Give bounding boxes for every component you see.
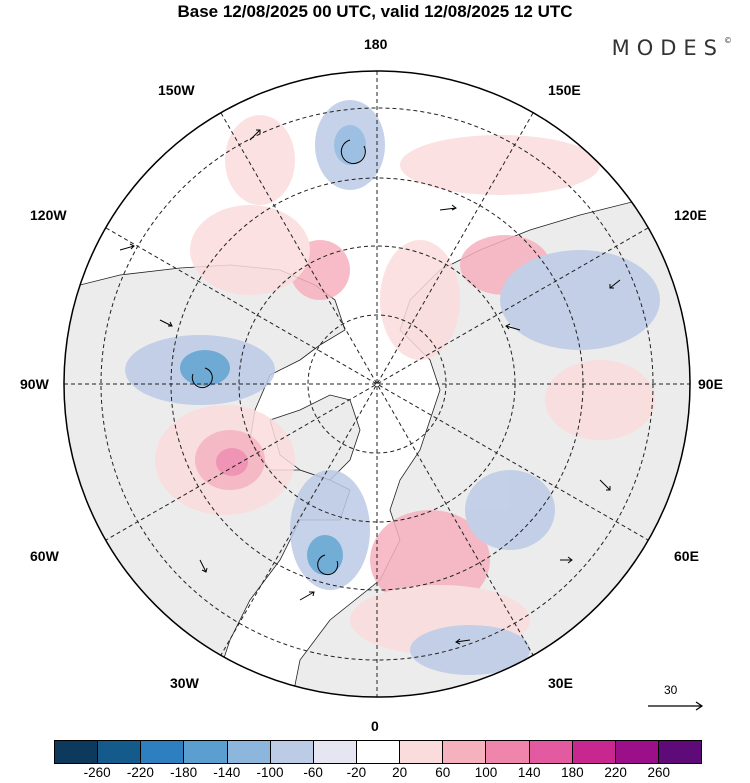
label-120w: 120W bbox=[30, 207, 67, 223]
colorbar-tick-label: -60 bbox=[303, 765, 323, 780]
label-0: 0 bbox=[371, 718, 379, 734]
label-90w: 90W bbox=[20, 376, 49, 392]
colorbar-swatch bbox=[98, 741, 142, 763]
map-disk bbox=[64, 71, 690, 697]
label-180: 180 bbox=[364, 36, 388, 52]
wind-reference-value: 30 bbox=[664, 683, 678, 697]
colorbar-swatch bbox=[529, 741, 573, 763]
colorbar-swatch bbox=[486, 741, 530, 763]
label-30w: 30W bbox=[170, 675, 199, 691]
colorbar-swatch bbox=[572, 741, 616, 763]
colorbar-swatch bbox=[270, 741, 314, 763]
label-30e: 30E bbox=[548, 675, 573, 691]
colorbar-tick-label: -180 bbox=[170, 765, 198, 780]
colorbar-tick-label: -260 bbox=[83, 765, 111, 780]
colorbar-tick-label: 180 bbox=[561, 765, 584, 780]
colorbar-tick-label: 20 bbox=[392, 765, 408, 780]
colorbar-swatch bbox=[313, 741, 357, 763]
colorbar-tick-label: -100 bbox=[256, 765, 284, 780]
colorbar-swatch bbox=[227, 741, 271, 763]
colorbar-tick-label: 60 bbox=[435, 765, 451, 780]
colorbar-tick-label: -140 bbox=[213, 765, 241, 780]
colorbar-swatch bbox=[443, 741, 487, 763]
colorbar-swatch bbox=[184, 741, 228, 763]
colorbar bbox=[54, 740, 702, 764]
colorbar-swatch bbox=[356, 741, 401, 763]
colorbar-tick-label: 220 bbox=[604, 765, 627, 780]
colorbar-swatch bbox=[658, 741, 702, 763]
wind-reference-arrow bbox=[648, 701, 704, 711]
colorbar-swatch bbox=[400, 741, 444, 763]
colorbar-swatch bbox=[615, 741, 659, 763]
colorbar-tick-label: -220 bbox=[126, 765, 154, 780]
label-60e: 60E bbox=[674, 548, 699, 564]
anomaly-fields bbox=[125, 100, 660, 675]
map-border bbox=[63, 70, 691, 698]
label-60w: 60W bbox=[30, 548, 59, 564]
colorbar-tick-label: 260 bbox=[647, 765, 671, 780]
colorbar-swatch bbox=[55, 741, 99, 763]
brand-text: MODES bbox=[611, 36, 724, 60]
label-90e: 90E bbox=[698, 376, 723, 392]
copyright-mark: © bbox=[724, 36, 732, 45]
modes-logo: MODES© bbox=[612, 36, 732, 60]
map-title: Base 12/08/2025 00 UTC, valid 12/08/2025… bbox=[177, 2, 573, 21]
label-150e: 150E bbox=[548, 82, 581, 98]
wind-vectors bbox=[119, 129, 621, 645]
colorbar-swatch bbox=[141, 741, 185, 763]
colorbar-tick-label: 140 bbox=[517, 765, 541, 780]
label-120e: 120E bbox=[674, 207, 707, 223]
colorbar-tick-label: -20 bbox=[346, 765, 367, 780]
label-150w: 150W bbox=[158, 82, 195, 98]
graticule bbox=[64, 71, 690, 697]
colorbar-tick-label: 100 bbox=[474, 765, 498, 780]
